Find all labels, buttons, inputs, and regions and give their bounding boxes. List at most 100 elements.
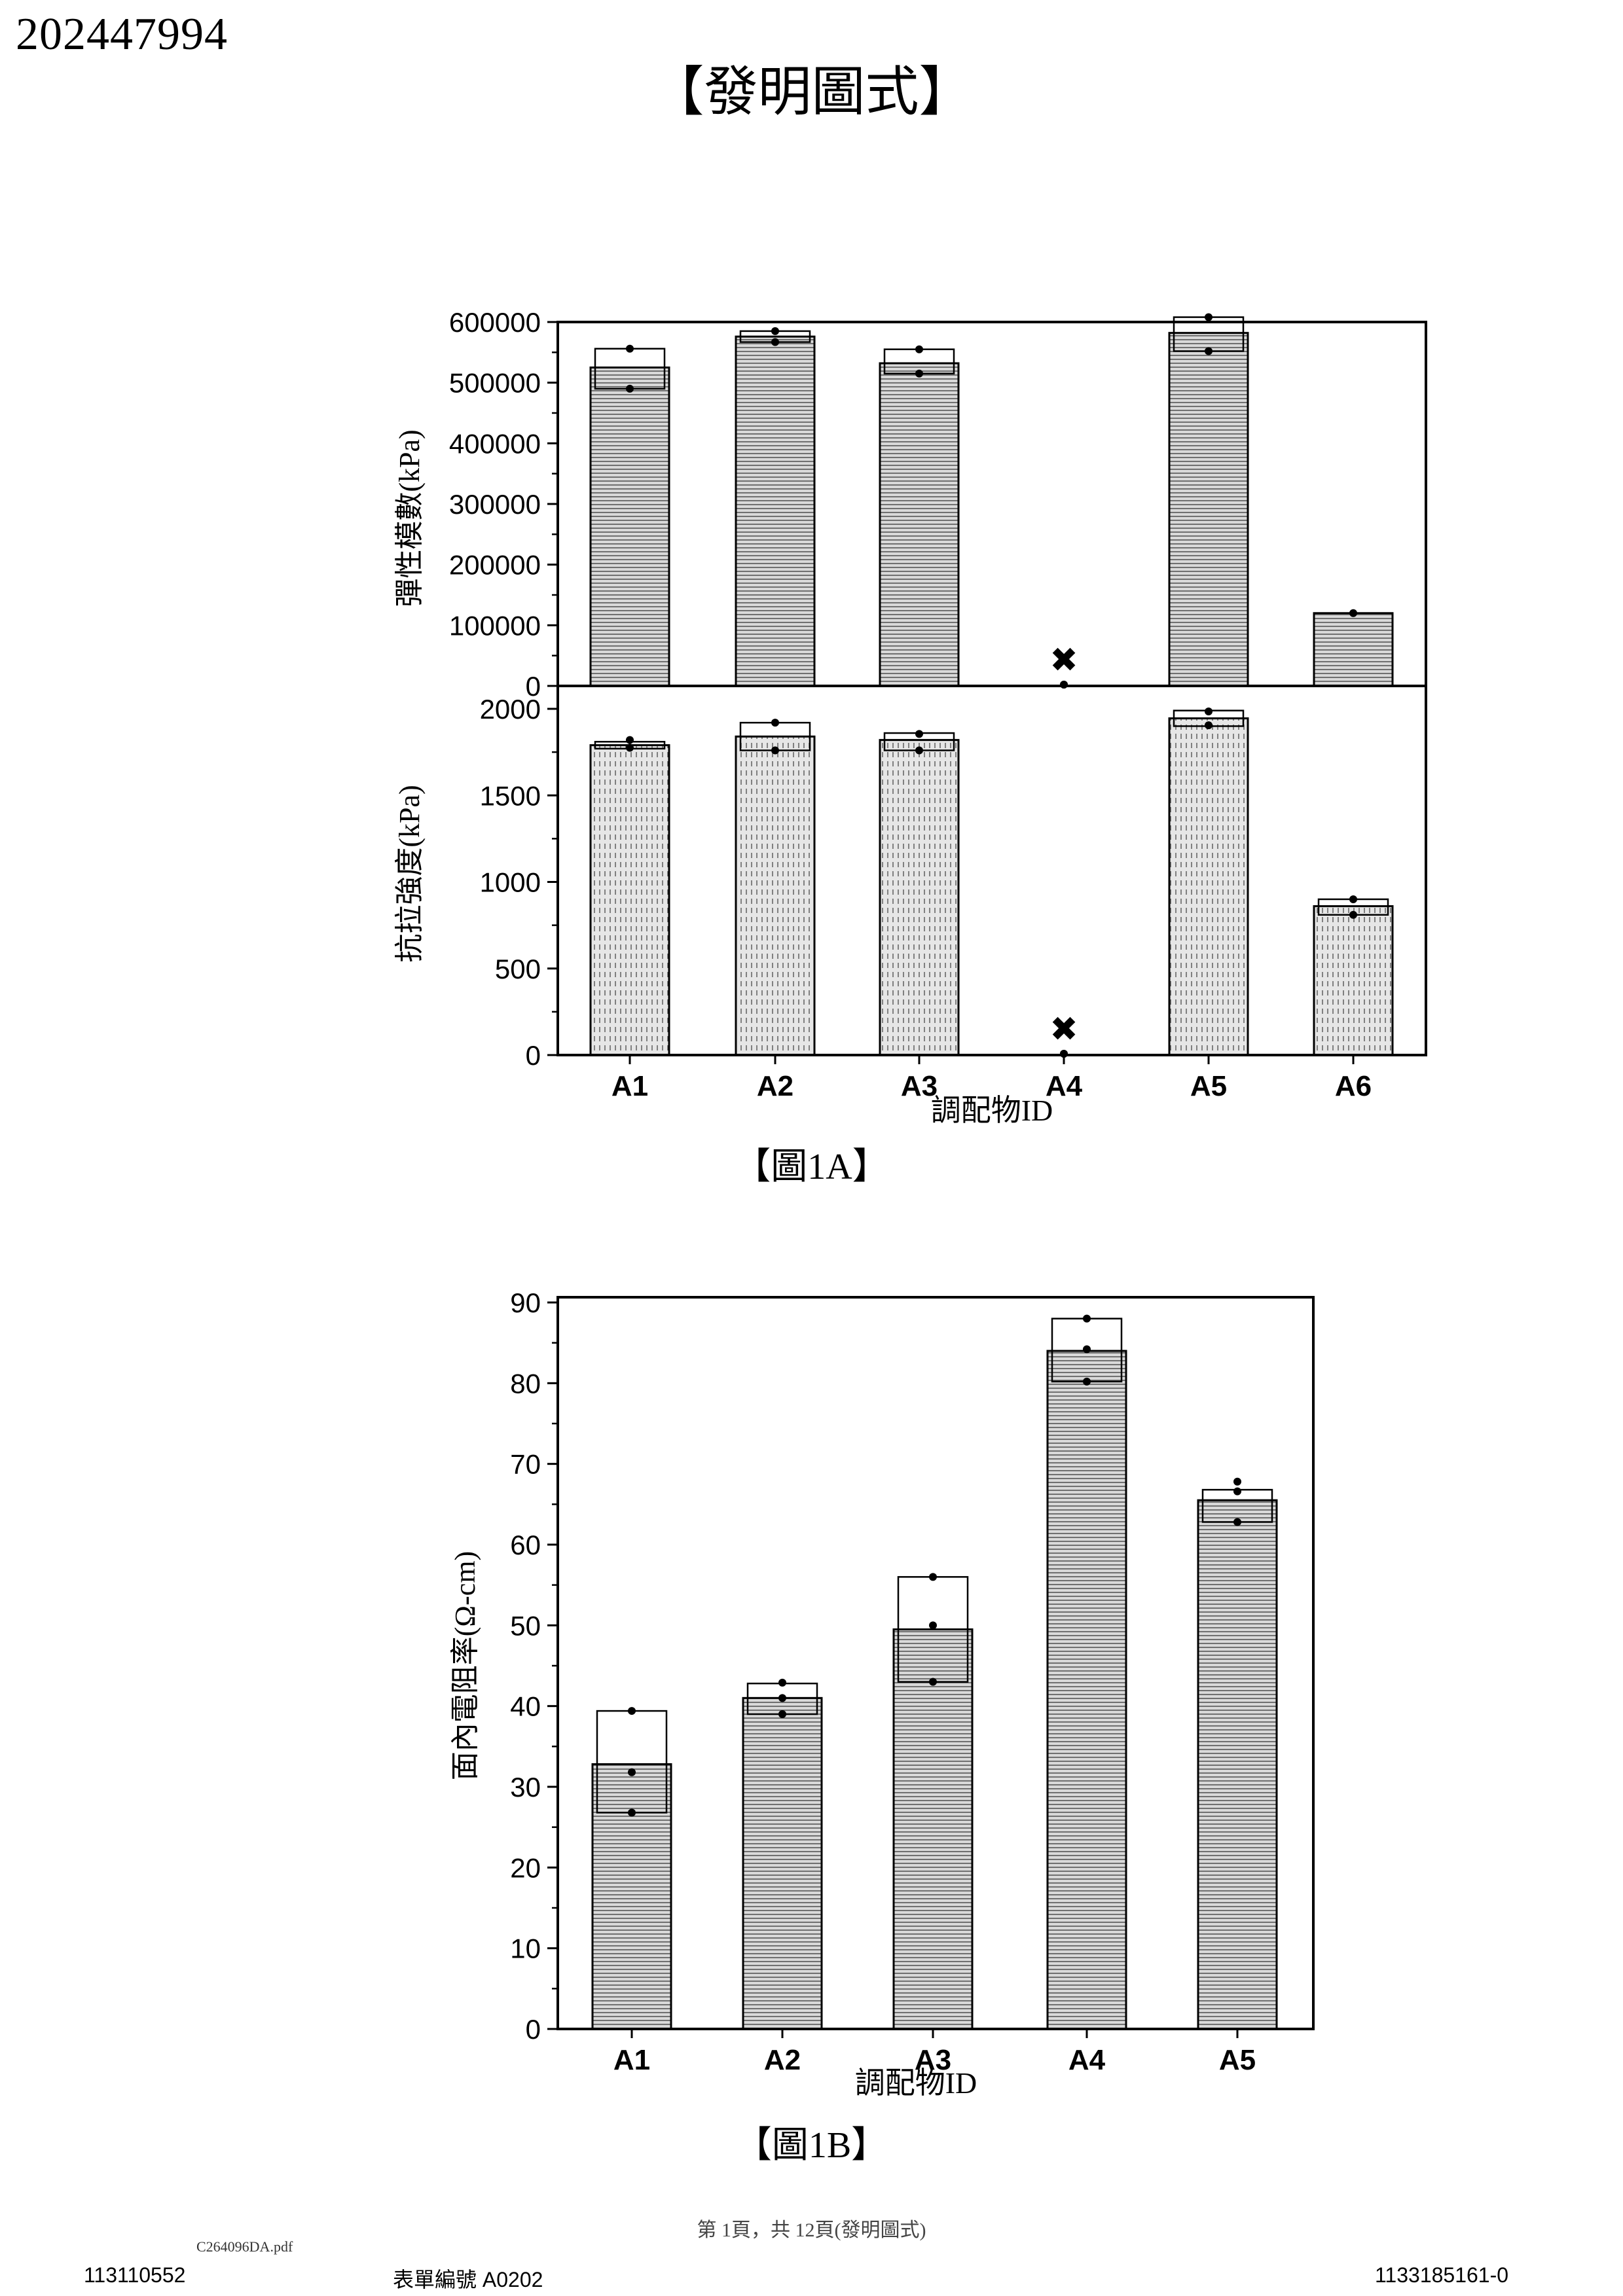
footer-form-number: 表單編號 A0202	[393, 2268, 543, 2291]
data-point-a2	[778, 1678, 786, 1687]
figure-1a-caption: 【圖1A】	[734, 1147, 889, 1187]
bar-a2	[742, 1696, 823, 2030]
y-tick-label: 0	[526, 671, 541, 702]
x-tick-label-a3: A3	[915, 2044, 951, 2076]
y-tick-label: 1000	[480, 867, 541, 898]
x-tick-label-a1: A1	[611, 1070, 648, 1102]
data-point-a5	[1205, 707, 1213, 715]
y-tick-label: 40	[510, 1691, 541, 1722]
bar-a5	[1197, 1499, 1278, 2030]
y-tick-label: 300000	[449, 489, 541, 520]
y-tick-label: 0	[526, 1040, 541, 1071]
bar-a1	[589, 367, 670, 687]
bar-a1	[591, 1763, 672, 2030]
data-point-a2	[771, 338, 779, 346]
data-point-a6	[1349, 910, 1357, 919]
x-axis-label: 調配物ID	[931, 1094, 1053, 1127]
y-tick-label: 50	[510, 1610, 541, 1641]
data-point-a4	[1083, 1377, 1091, 1386]
y-tick-label: 30	[510, 1772, 541, 1803]
x-tick-label-a4: A4	[1046, 1070, 1083, 1102]
y-axis-label: 抗拉強度(kPa)	[393, 785, 426, 962]
bar-a6	[1313, 612, 1394, 687]
page-title: 【發明圖式】	[650, 62, 973, 122]
y-tick-label: 10	[510, 1933, 541, 1964]
data-point-a1	[628, 1707, 636, 1715]
data-point-a1	[626, 736, 634, 744]
footer-document-code: 1133185161-0	[1375, 2263, 1509, 2287]
failed-marker-a4: ✖	[1049, 1011, 1078, 1049]
x-tick-label-a2: A2	[757, 1070, 793, 1102]
x-tick-label-a4: A4	[1068, 2044, 1106, 2076]
plot-frame	[556, 685, 1427, 1056]
y-tick-label: 500	[495, 954, 541, 984]
x-tick-label-a2: A2	[764, 2044, 801, 2076]
data-point-a2	[771, 746, 779, 755]
y-tick-label: 70	[510, 1449, 541, 1480]
data-point-a1	[626, 384, 634, 393]
y-tick-label: 20	[510, 1852, 541, 1883]
data-point-a3	[915, 345, 923, 353]
bar-a1	[589, 744, 670, 1056]
y-tick-label: 90	[510, 1287, 541, 1318]
y-tick-label: 600000	[449, 307, 541, 338]
data-point-a4	[1083, 1314, 1091, 1323]
data-point-a1	[628, 1768, 636, 1776]
data-point-a2	[778, 1694, 786, 1702]
data-point-a2	[771, 719, 779, 727]
data-point-a1	[626, 344, 634, 353]
data-point-a2	[778, 1710, 786, 1718]
x-tick-label-a1: A1	[613, 2044, 650, 2076]
data-point-a1	[628, 1808, 636, 1817]
y-tick-label: 100000	[449, 610, 541, 641]
bar-a3	[892, 1628, 974, 2030]
y-axis-label: 彈性模數(kPa)	[393, 429, 426, 607]
plot-frame	[556, 1296, 1315, 2030]
publication-number: 202447994	[16, 9, 228, 60]
bar-a3	[879, 739, 960, 1056]
bar-a6	[1313, 905, 1394, 1056]
y-tick-label: 1500	[480, 780, 541, 811]
data-point-a5	[1233, 1487, 1241, 1496]
bar-a4	[1046, 1350, 1127, 2030]
data-point-a3	[929, 1677, 937, 1686]
footer-page-number: 第 1頁，共 12頁(發明圖式)	[697, 2219, 926, 2241]
data-point-a3	[929, 1621, 937, 1630]
x-tick-label-a3: A3	[901, 1070, 938, 1102]
data-point-a3	[915, 730, 923, 738]
data-point-a5	[1205, 347, 1213, 355]
bar-a2	[735, 335, 816, 687]
failed-marker-a4: ✖	[1049, 641, 1078, 679]
y-tick-label: 60	[510, 1530, 541, 1560]
plot-frame	[556, 321, 1427, 687]
data-point-a6	[1349, 895, 1357, 903]
x-tick-label-a6: A6	[1335, 1070, 1372, 1102]
y-tick-label: 200000	[449, 550, 541, 581]
x-axis-label: 調配物ID	[855, 2066, 977, 2100]
y-tick-label: 400000	[449, 428, 541, 459]
data-point-a5	[1205, 721, 1213, 730]
bar-a3	[879, 362, 960, 687]
y-tick-label: 80	[510, 1368, 541, 1399]
footer-application-code: 113110552	[84, 2263, 186, 2287]
data-point-a5	[1205, 313, 1213, 321]
bar-a2	[735, 735, 816, 1056]
x-tick-label-a5: A5	[1190, 1070, 1227, 1102]
bar-a5	[1168, 717, 1249, 1056]
data-point-a3	[929, 1573, 937, 1581]
y-tick-label: 500000	[449, 368, 541, 399]
data-point-a2	[771, 327, 779, 335]
data-point-a5	[1233, 1477, 1241, 1486]
data-point-a5	[1233, 1518, 1241, 1526]
y-axis-label: 面內電阻率(Ω-cm)	[449, 1551, 481, 1780]
data-point-a4	[1083, 1345, 1091, 1354]
data-point-a3	[915, 746, 923, 755]
x-tick-label-a5: A5	[1219, 2044, 1256, 2076]
bar-a5	[1168, 332, 1249, 687]
y-tick-label: 0	[526, 2014, 541, 2045]
data-point-a3	[915, 369, 923, 378]
data-point-a6	[1349, 609, 1357, 617]
footer-filename: C264096DA.pdf	[196, 2238, 293, 2255]
figure-1b-caption: 【圖1B】	[735, 2125, 888, 2166]
